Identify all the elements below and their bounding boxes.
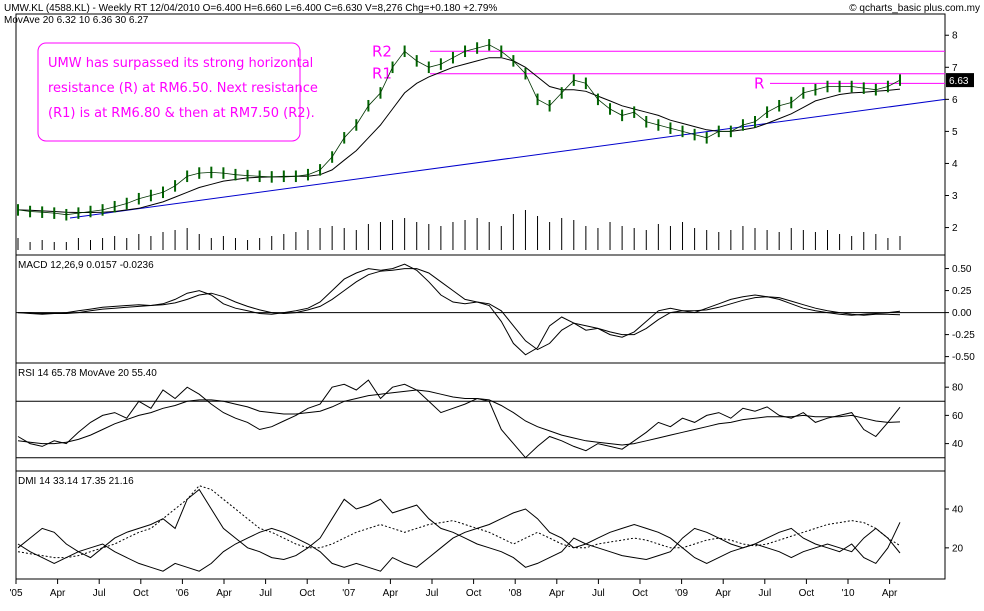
copyright-text: © qcharts_basic plus.com.my (849, 3, 980, 14)
macd-ytick-label: 0.00 (952, 308, 972, 319)
macd-title: MACD 12,26,9 0.0157 -0.0236 (18, 260, 154, 271)
x-tick-label: Apr (50, 588, 66, 599)
price-ytick-label: 4 (952, 159, 958, 170)
rsi-ytick-label: 60 (952, 411, 964, 422)
annotation-line-2: resistance (R) at RM6.50. Next resistanc… (48, 81, 318, 96)
x-tick-label: '10 (841, 588, 854, 599)
macd-series-signal (18, 268, 901, 351)
chart-header-line2: MovAve 20 6.32 10 6.36 30 6.27 (4, 15, 149, 26)
last-price-badge (946, 73, 974, 88)
macd-ytick-label: -0.25 (952, 330, 975, 341)
dmi-panel: 40 20 (17, 485, 964, 572)
resistance-label-r1: R1 (372, 65, 392, 83)
macd-ytick-label: -0.50 (952, 352, 975, 363)
macd-series-macd (17, 263, 901, 356)
dmi-line-1 (17, 488, 901, 568)
dmi-ytick-label: 20 (952, 543, 964, 554)
x-tick-label: '05 (9, 588, 22, 599)
x-tick-label: Jul (426, 588, 439, 599)
rsi-panel-frame (15, 362, 946, 472)
x-tick-label: Oct (133, 588, 149, 599)
x-tick-label: Jul (93, 588, 106, 599)
rsi-line (17, 379, 901, 459)
dmi-ytick-label: 40 (952, 504, 964, 515)
dmi-line-2 (17, 508, 901, 572)
x-tick-label: Apr (715, 588, 731, 599)
macd-ytick-label: 0.50 (952, 264, 972, 275)
dmi-title: DMI 14 33.14 17.35 21.16 (18, 476, 134, 487)
price-ytick-label: 8 (952, 31, 958, 42)
x-tick-label: Jul (592, 588, 605, 599)
last-price-label: 6.63 (949, 76, 969, 87)
x-tick-label: '09 (675, 588, 688, 599)
x-tick-label: Jul (259, 588, 272, 599)
x-tick-label: Apr (216, 588, 232, 599)
x-tick-label: Oct (299, 588, 315, 599)
resistance-label-r: R (754, 74, 764, 92)
x-tick-label: Oct (632, 588, 648, 599)
price-close-line (17, 44, 901, 216)
rsi-panel: 80 60 40 (16, 379, 964, 459)
price-panel: R2 R1 R 6.63 8 7 6 5 4 3 2 (17, 31, 974, 250)
price-ytick-label: 6 (952, 95, 958, 106)
dmi-line-3 (17, 485, 901, 559)
annotation-frame (37, 42, 301, 142)
x-tick-label: Jul (758, 588, 771, 599)
annotation-line-3: (R1) is at RM6.80 & then at RM7.50 (R2). (48, 106, 315, 121)
rsi-title: RSI 14 65.78 MovAve 20 55.40 (18, 368, 157, 379)
price-ytick-label: 7 (952, 63, 958, 74)
panel-frames (15, 13, 946, 580)
macd-ytick-label: 0.25 (952, 286, 972, 297)
macd-panel: 0.50 0.25 0.00 -0.25 -0.50 (16, 263, 975, 363)
x-tick-label: Oct (466, 588, 482, 599)
resistance-label-r2: R2 (372, 42, 392, 60)
chart-header-line1: UMW.KL (4588.KL) - Weekly RT 12/04/2010 … (4, 3, 497, 14)
x-tick-label: '08 (509, 588, 522, 599)
x-tick-label: '06 (176, 588, 189, 599)
rsi-ytick-label: 40 (952, 439, 964, 450)
annotation-line-1: UMW has surpassed its strong horizontal (48, 56, 313, 71)
x-tick-label: Apr (882, 588, 898, 599)
x-tick-label: Apr (383, 588, 399, 599)
rsi-moving-average-line (17, 389, 901, 446)
x-tick-label: Oct (799, 588, 815, 599)
x-tick-label: Apr (549, 588, 565, 599)
dmi-panel-frame (15, 470, 946, 580)
rsi-ytick-label: 80 (952, 383, 964, 394)
x-axis: '05 Apr Jul Oct '06 Apr Jul Oct '07 Apr Jul Oct '08 A… (9, 579, 898, 599)
price-ytick-label: 3 (952, 191, 958, 202)
price-ytick-label: 2 (952, 223, 958, 234)
moving-average-line (17, 57, 901, 213)
x-tick-label: '07 (342, 588, 355, 599)
price-ytick-label: 5 (952, 127, 958, 138)
annotation-box: UMW has surpassed its strong horizontal … (37, 42, 318, 142)
support-trendline (69, 98, 946, 219)
